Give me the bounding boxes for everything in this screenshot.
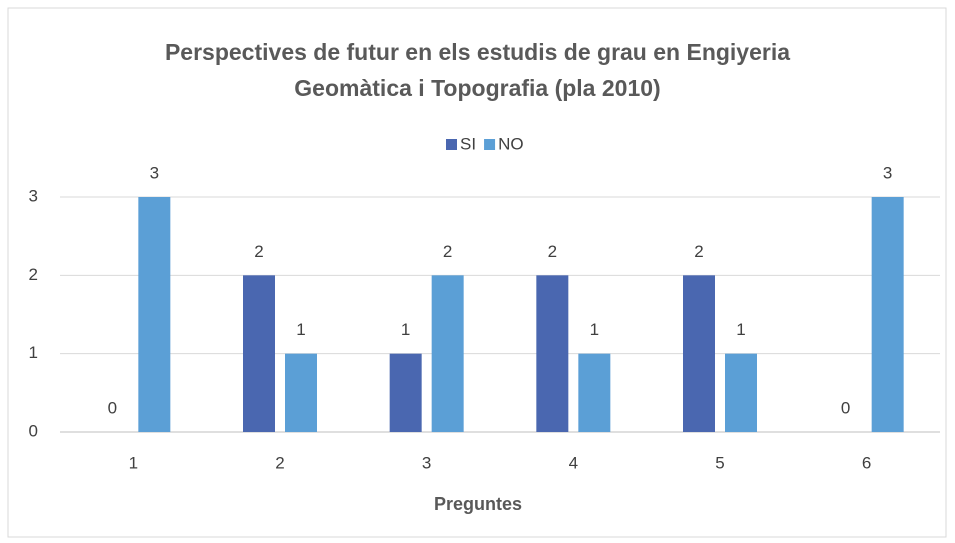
data-label: 1 [590, 320, 599, 339]
x-tick-label: 2 [275, 453, 284, 472]
chart-title: Perspectives de futur en els estudis de … [164, 39, 791, 101]
bar [389, 353, 422, 432]
y-tick-label: 1 [29, 343, 38, 362]
data-label: 2 [254, 242, 263, 261]
bar [243, 275, 275, 432]
x-tick-label: 3 [422, 453, 431, 472]
data-label: 1 [736, 320, 745, 339]
bar [536, 275, 569, 432]
x-tick-label: 4 [569, 453, 578, 472]
bar [285, 353, 317, 432]
bar [578, 353, 611, 432]
data-label: 2 [548, 242, 557, 261]
legend-swatch [484, 139, 496, 150]
data-label: 3 [150, 163, 159, 182]
bar [138, 197, 171, 432]
legend-swatch [446, 139, 457, 150]
data-label: 1 [296, 320, 305, 339]
legend-label: NO [498, 134, 524, 153]
bar [683, 275, 715, 432]
bar [431, 275, 464, 432]
data-label: 2 [443, 242, 452, 261]
x-axis-title: Preguntes [434, 494, 522, 514]
y-tick-label: 3 [29, 186, 38, 205]
y-tick-label: 2 [29, 265, 38, 284]
data-label: 0 [108, 398, 117, 417]
bar [725, 353, 757, 432]
x-tick-label: 5 [715, 453, 724, 472]
y-tick-label: 0 [29, 421, 38, 440]
bar [871, 197, 904, 432]
legend-label: SI [460, 134, 476, 153]
data-label: 2 [694, 242, 703, 261]
data-label: 1 [401, 320, 410, 339]
data-label: 3 [883, 163, 892, 182]
x-tick-label: 6 [862, 453, 871, 472]
x-tick-label: 1 [129, 453, 138, 472]
data-label: 0 [841, 398, 850, 417]
